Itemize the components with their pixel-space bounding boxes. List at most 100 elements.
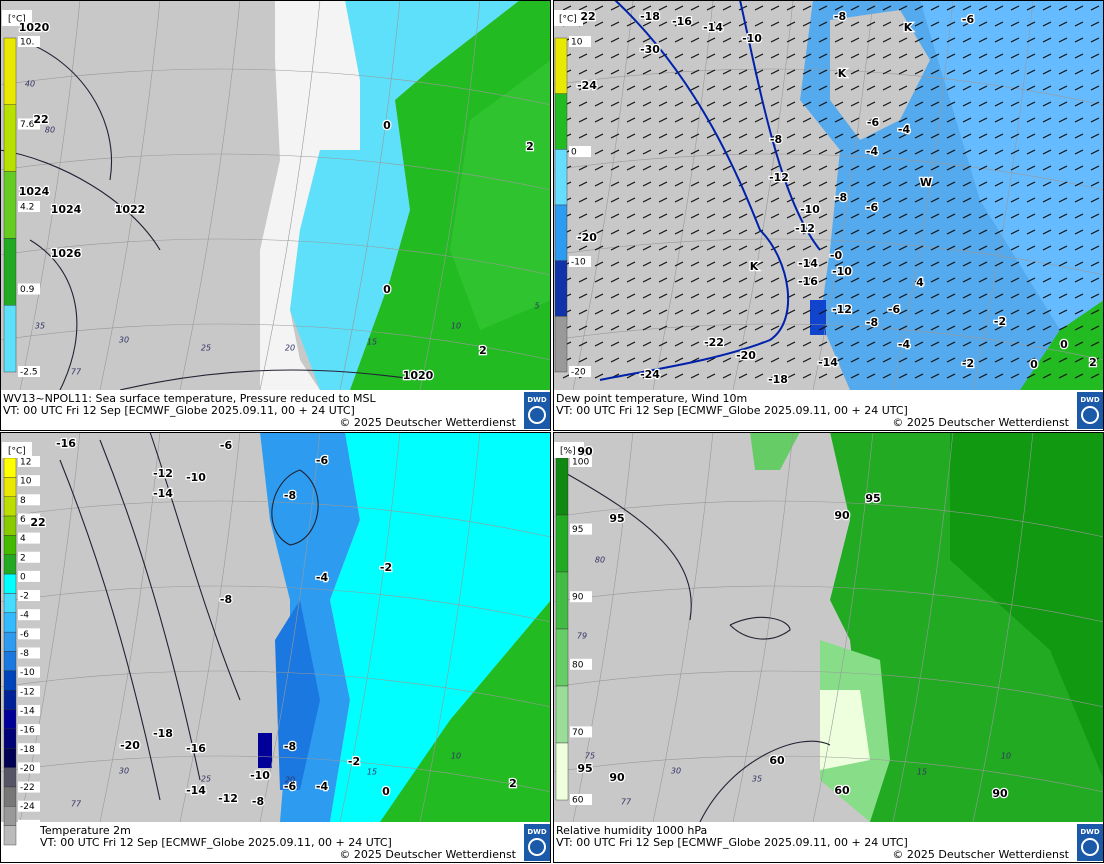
contour-label: -8	[866, 316, 878, 329]
contour	[59, 459, 161, 801]
wind-barb	[978, 373, 988, 379]
wind-barb	[1058, 373, 1068, 379]
wind-barb	[882, 37, 892, 43]
wind-barb	[754, 165, 764, 171]
wind-barb	[738, 85, 748, 91]
wind-barb	[1090, 37, 1100, 43]
wind-barb	[674, 229, 684, 235]
wind-barb	[802, 197, 812, 203]
wind-barb	[738, 5, 748, 11]
wind-barb	[946, 133, 956, 139]
wind-barb	[930, 181, 940, 187]
panel-frame	[0, 432, 551, 863]
wind-barb	[898, 21, 908, 27]
wind-barb	[978, 341, 988, 347]
legend-tick-label: 70	[572, 728, 584, 738]
legend-tick-bg	[18, 685, 40, 697]
legend-swatch	[3, 670, 17, 691]
wind-barb	[882, 261, 892, 267]
wind-barb	[850, 325, 860, 331]
wind-barb	[946, 165, 956, 171]
wind-barb	[1042, 181, 1052, 187]
wind-barb	[898, 5, 908, 11]
legend-swatch	[3, 305, 17, 373]
contour-label: -12	[795, 222, 815, 235]
wind-barb	[706, 133, 716, 139]
wind-barb	[818, 149, 828, 155]
wind-barb	[626, 293, 636, 299]
wind-barb	[626, 277, 636, 283]
wind-barb	[866, 165, 876, 171]
contour-label: -4	[316, 780, 329, 793]
logo-swirl	[1081, 838, 1099, 856]
wind-barb	[866, 277, 876, 283]
wind-barb	[770, 21, 780, 27]
wind-barb	[946, 229, 956, 235]
wind-barb	[978, 53, 988, 59]
graticule-label: 30	[119, 767, 129, 776]
wind-barb	[738, 229, 748, 235]
wind-barb	[722, 53, 732, 59]
wind-barb	[594, 325, 604, 331]
contour-label: -8	[835, 191, 847, 204]
wind-barb	[1074, 277, 1084, 283]
wind-barb	[850, 213, 860, 219]
wind-barb	[626, 149, 636, 155]
wind-barb	[866, 245, 876, 251]
wind-barb	[754, 133, 764, 139]
wind-barb	[994, 197, 1004, 203]
legend-tick-label: 95	[572, 525, 583, 535]
wind-barb	[642, 309, 652, 315]
contour	[559, 469, 692, 621]
wind-barb	[1074, 165, 1084, 171]
contour-label: -8	[770, 133, 782, 146]
wind-barb	[738, 69, 748, 75]
wind-barb	[594, 373, 604, 379]
wind-barb	[642, 245, 652, 251]
wind-barb	[882, 133, 892, 139]
wind-barb	[770, 293, 780, 299]
graticule	[259, 0, 321, 391]
contour	[271, 469, 319, 546]
wind-barb	[962, 69, 972, 75]
wind-barb	[594, 5, 604, 11]
logo-text: DWD	[527, 828, 547, 836]
legend-tick-bg	[18, 118, 40, 130]
wind-barb	[978, 213, 988, 219]
wind-barb	[818, 165, 828, 171]
wind-barb	[578, 117, 588, 123]
legend-swatch	[3, 477, 17, 497]
wind-barb	[914, 21, 924, 27]
wind-barb	[594, 21, 604, 27]
wind-barb	[962, 117, 972, 123]
wind-barb	[1090, 21, 1100, 27]
wind-barb	[1010, 261, 1020, 267]
legend-swatch	[3, 825, 17, 846]
wind-barb	[786, 5, 796, 11]
wind-barb	[722, 341, 732, 347]
wind-barb	[834, 357, 844, 363]
graticule	[0, 238, 552, 276]
wind-barb	[578, 181, 588, 187]
legend-tick-bg	[18, 570, 40, 582]
wind-barb	[786, 357, 796, 363]
legend-tick-bg	[18, 743, 40, 755]
wind-barb	[610, 117, 620, 123]
wind-barb	[834, 341, 844, 347]
wind-barb	[914, 373, 924, 379]
wind-barb	[834, 101, 844, 107]
wind-barb	[706, 149, 716, 155]
contour-label: -2	[348, 755, 360, 768]
legend-tick-label: 10	[571, 38, 583, 48]
legend-tick-bg	[18, 201, 40, 212]
wind-barb	[898, 309, 908, 315]
legend-tick-bg	[569, 366, 591, 377]
wind-barb	[930, 85, 940, 91]
wind-barb	[994, 341, 1004, 347]
wind-barb	[946, 37, 956, 43]
wind-barb	[914, 149, 924, 155]
wind-barb	[690, 293, 700, 299]
wind-barb	[802, 293, 812, 299]
wind-barb	[610, 277, 620, 283]
